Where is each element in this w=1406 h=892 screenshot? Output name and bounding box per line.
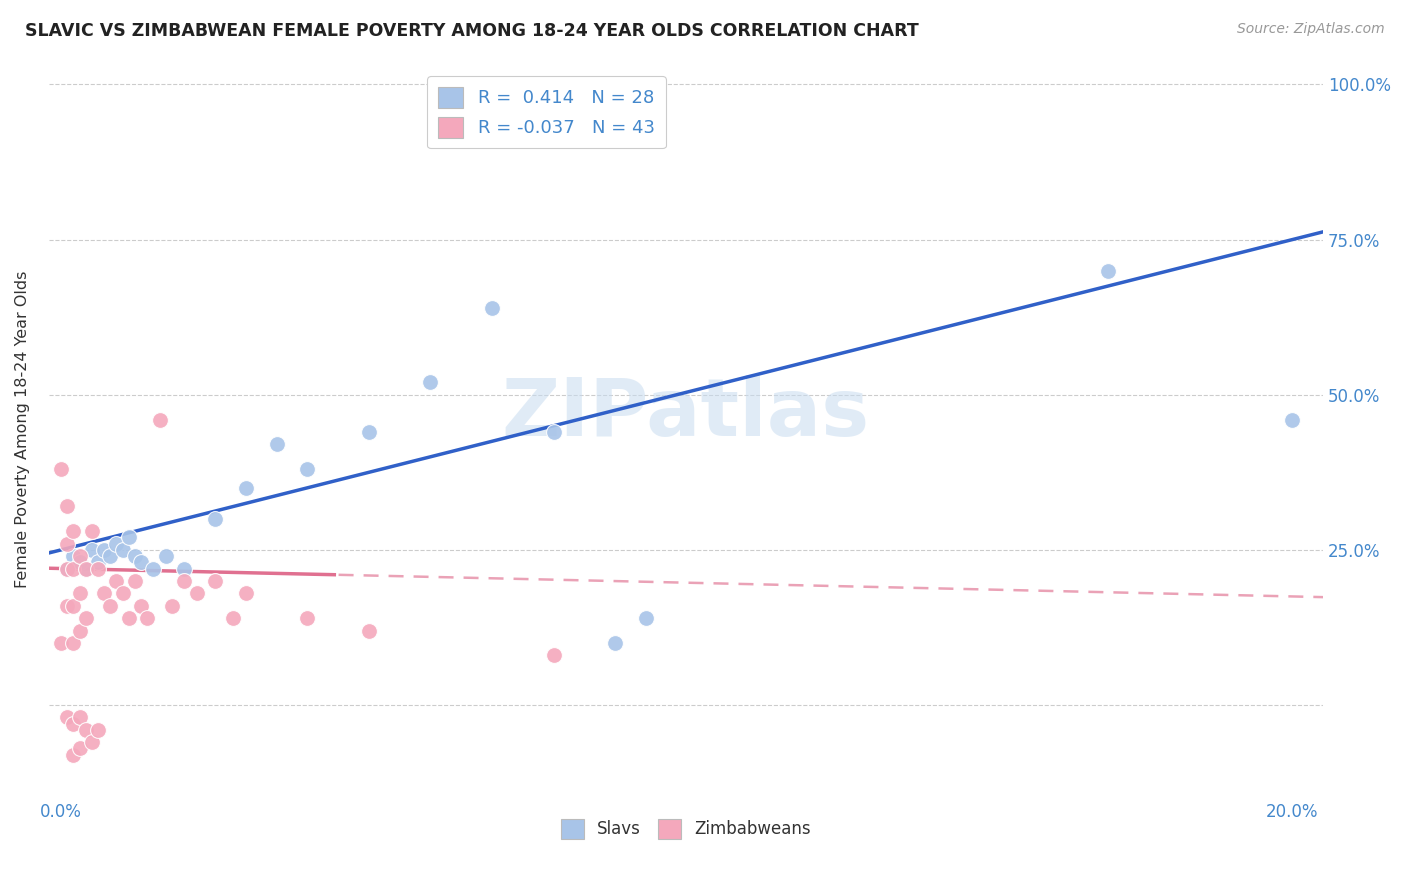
Point (235, 586, 257, 600)
Point (543, 648, 565, 663)
Point (69, 555, 91, 569)
Point (87, 555, 110, 569)
Point (75, 561, 97, 575)
Point (222, 611, 245, 625)
Point (297, 462, 319, 476)
Legend: Slavs, Zimbabweans: Slavs, Zimbabweans (554, 813, 818, 846)
Point (98, 599, 121, 613)
Point (543, 425, 565, 439)
Point (62, 561, 84, 575)
Point (634, 611, 657, 625)
Point (297, 611, 319, 625)
Point (105, 574, 128, 588)
Point (80, 524, 103, 539)
Point (56, 537, 79, 551)
Point (118, 531, 141, 545)
Y-axis label: Female Poverty Among 18-24 Year Olds: Female Poverty Among 18-24 Year Olds (15, 270, 30, 588)
Point (93, 542, 115, 557)
Point (357, 425, 380, 439)
Text: SLAVIC VS ZIMBABWEAN FEMALE POVERTY AMONG 18-24 YEAR OLDS CORRELATION CHART: SLAVIC VS ZIMBABWEAN FEMALE POVERTY AMON… (25, 22, 920, 40)
Point (204, 574, 226, 588)
Point (142, 561, 165, 575)
Point (69, 549, 91, 563)
Point (235, 481, 257, 495)
Point (173, 561, 195, 575)
Point (1281, 412, 1303, 426)
Point (80, 542, 103, 557)
Point (62, 636, 84, 650)
Point (80, 735, 103, 749)
Point (129, 599, 152, 613)
Point (75, 611, 97, 625)
Point (357, 624, 380, 638)
Point (56, 561, 79, 575)
Point (62, 524, 84, 539)
Point (124, 574, 146, 588)
Point (69, 710, 91, 724)
Point (87, 723, 110, 737)
Point (56, 710, 79, 724)
Point (69, 624, 91, 638)
Point (481, 301, 503, 315)
Point (62, 716, 84, 731)
Point (69, 741, 91, 756)
Point (62, 747, 84, 762)
Point (419, 376, 441, 390)
Point (160, 599, 183, 613)
Point (69, 586, 91, 600)
Point (105, 537, 128, 551)
Point (605, 636, 627, 650)
Point (155, 549, 177, 563)
Point (56, 561, 79, 575)
Point (49, 462, 72, 476)
Point (1097, 263, 1119, 277)
Point (87, 561, 110, 575)
Point (204, 512, 226, 526)
Point (129, 555, 152, 569)
Point (266, 437, 288, 451)
Text: Source: ZipAtlas.com: Source: ZipAtlas.com (1237, 22, 1385, 37)
Point (111, 586, 134, 600)
Point (173, 574, 195, 588)
Point (62, 599, 84, 613)
Point (124, 549, 146, 563)
Point (56, 500, 79, 514)
Point (111, 542, 134, 557)
Point (62, 549, 84, 563)
Point (186, 586, 208, 600)
Point (148, 412, 170, 426)
Point (75, 561, 97, 575)
Point (93, 586, 115, 600)
Point (136, 611, 159, 625)
Point (49, 636, 72, 650)
Text: ZIPatlas: ZIPatlas (502, 376, 870, 453)
Point (56, 599, 79, 613)
Point (75, 723, 97, 737)
Point (118, 611, 141, 625)
Point (98, 549, 121, 563)
